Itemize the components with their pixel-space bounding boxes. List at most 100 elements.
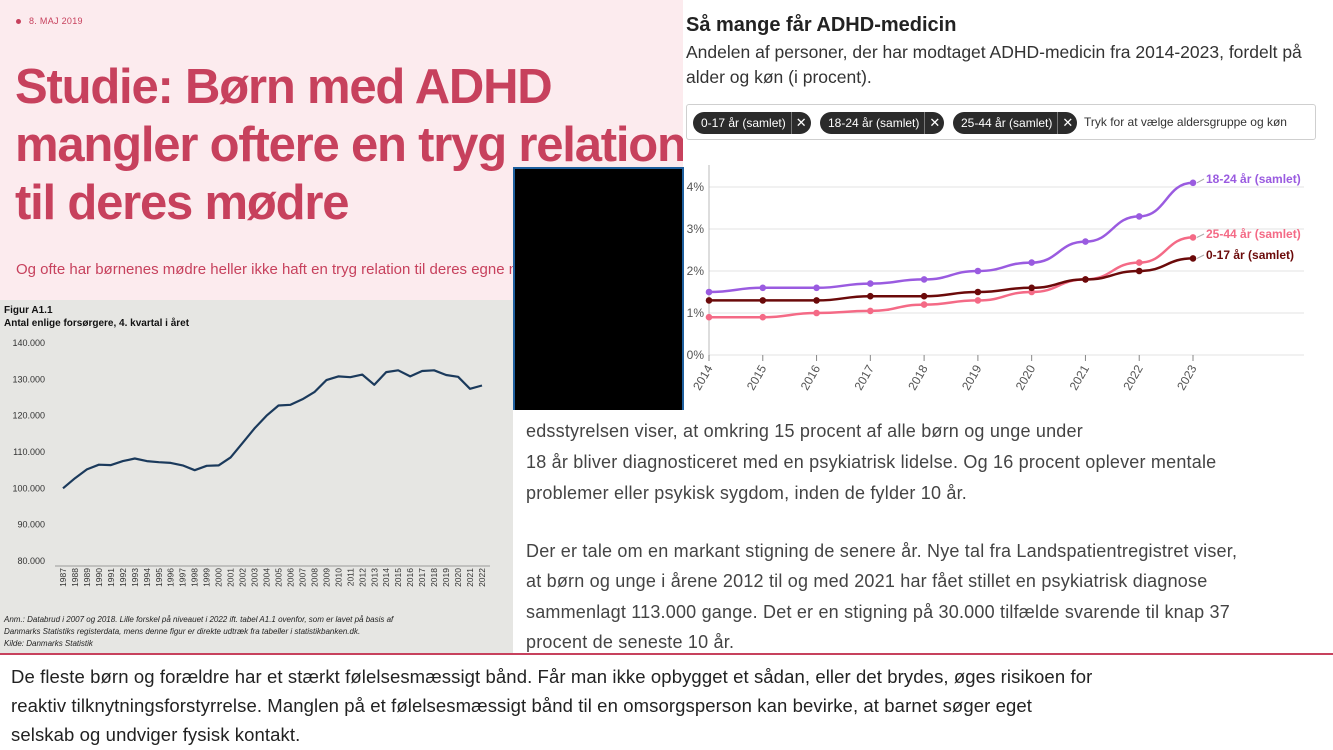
data-point — [813, 297, 820, 304]
data-point — [974, 267, 982, 275]
series-label-leader — [1196, 178, 1205, 184]
x-tick-label: 2008 — [309, 568, 319, 587]
series-end-label: 18-24 år (samlet) — [1206, 172, 1301, 186]
redacted-block — [513, 167, 684, 451]
x-tick-label: 1994 — [142, 568, 152, 587]
x-tick-label: 2021 — [1067, 362, 1093, 392]
x-tick-label: 2018 — [429, 568, 439, 587]
x-tick-label: 2019 — [441, 568, 451, 587]
data-point — [974, 297, 982, 304]
remove-filter-icon[interactable]: ✕ — [1057, 112, 1077, 134]
body-line: procent de seneste 10 år. — [526, 632, 735, 652]
x-tick-label: 1999 — [202, 568, 212, 587]
x-tick-label: 2007 — [297, 568, 307, 587]
y-tick-label: 130.000 — [12, 374, 45, 384]
x-tick-label: 2005 — [273, 568, 283, 587]
data-point — [920, 301, 928, 308]
x-tick-label: 2003 — [250, 568, 260, 587]
data-point — [705, 297, 713, 304]
filter-chip-0-17[interactable]: 0-17 år (samlet) ✕ — [693, 112, 811, 134]
figure-a11-note: Anm.: Databrud i 2007 og 2018. Lille for… — [4, 614, 509, 650]
x-tick-label: 2002 — [238, 568, 248, 587]
x-tick-label: 2006 — [285, 568, 295, 587]
body-line: problemer eller psykisk sygdom, inden de… — [526, 483, 968, 503]
y-tick-label: 80.000 — [17, 556, 45, 566]
x-tick-label: 2015 — [393, 568, 403, 587]
x-tick-label: 2019 — [959, 362, 985, 392]
x-tick-label: 1996 — [166, 568, 176, 587]
data-point — [759, 284, 767, 292]
y-tick-label: 3% — [687, 222, 705, 236]
y-tick-label: 100.000 — [12, 483, 45, 493]
x-tick-label: 2020 — [1013, 362, 1039, 392]
x-tick-label: 1990 — [94, 568, 104, 587]
series-end-label: 25-44 år (samlet) — [1206, 227, 1301, 241]
x-tick-label: 1988 — [70, 568, 80, 587]
data-point — [867, 280, 874, 287]
data-point — [1028, 284, 1035, 292]
x-tick-label: 1998 — [190, 568, 200, 587]
x-tick-label: 2021 — [465, 568, 475, 587]
x-tick-label: 2016 — [798, 362, 824, 392]
x-tick-label: 2014 — [690, 362, 716, 392]
adhd-chart-title: Så mange får ADHD-medicin — [686, 14, 957, 36]
x-tick-label: 2022 — [477, 568, 487, 587]
x-tick-label: 2017 — [851, 362, 877, 392]
y-tick-label: 2% — [687, 264, 705, 278]
body-line: Der er tale om en markant stigning de se… — [526, 541, 1238, 561]
data-point — [1189, 255, 1197, 262]
figure-a11-chart: 80.000 90.000 100.000 110.000 120.000 130.000… — [12, 338, 490, 587]
data-point — [1135, 213, 1143, 220]
filter-hint[interactable]: Tryk for at vælge aldersgruppe og køn — [1084, 115, 1287, 129]
x-tick-label: 2016 — [405, 568, 415, 587]
x-tick-label: 2013 — [369, 568, 379, 587]
data-point — [1135, 259, 1143, 266]
article-panel: 8. MAJ 2019 Studie: Børn med ADHD mangle… — [0, 0, 683, 300]
x-tick-label: 2004 — [262, 568, 272, 587]
series-line-enlige-forsorgere — [62, 369, 483, 490]
date-dot-icon — [16, 19, 21, 25]
series-end-label: 0-17 år (samlet) — [1206, 248, 1294, 262]
adhd-line-chart: 0% 1% 2% 3% 4% 2014 2015 2016 2017 2018 2019 2020 20… — [687, 165, 1304, 393]
series-line-0 — [708, 181, 1194, 294]
series-line-2 — [709, 257, 1194, 302]
y-tick-label: 140.000 — [12, 338, 45, 348]
article-date-text: 8. MAJ 2019 — [29, 16, 83, 26]
data-point — [1082, 238, 1089, 245]
article-lede: Og ofte har børnenes mødre heller ikke h… — [16, 261, 557, 278]
bottom-line: De fleste børn og forældre har et stærkt… — [11, 666, 1093, 687]
data-point — [920, 276, 928, 283]
x-tick-label: 2000 — [214, 568, 224, 587]
data-point — [1189, 234, 1197, 241]
figure-a11-subtitle: Antal enlige forsørgere, 4. kvartal i år… — [4, 318, 190, 329]
x-tick-label: 1997 — [178, 568, 188, 587]
data-point — [759, 297, 767, 304]
filter-chip-25-44[interactable]: 25-44 år (samlet) ✕ — [953, 112, 1078, 134]
x-tick-label: 2023 — [1174, 362, 1200, 392]
x-tick-label: 1987 — [58, 568, 68, 587]
x-tick-label: 2001 — [226, 568, 236, 587]
data-point — [1135, 267, 1143, 275]
y-tick-label: 120.000 — [12, 411, 45, 421]
body-line: 18 år bliver diagnosticeret med en psyki… — [526, 452, 1217, 472]
figure-a11-note-line2: Danmarks Statistiks registerdata, mens d… — [4, 627, 361, 636]
data-point — [759, 313, 767, 321]
adhd-chart-subtitle: Andelen af personer, der har modtaget AD… — [686, 42, 1302, 87]
data-point — [1082, 276, 1089, 283]
age-filter-bar[interactable]: 0-17 år (samlet) ✕ 18-24 år (samlet) ✕ 25-… — [686, 104, 1316, 140]
body-text-panel: edsstyrelsen viser, at omkring 15 procen… — [513, 410, 1333, 655]
data-point — [974, 288, 982, 296]
filter-chip-18-24[interactable]: 18-24 år (samlet) ✕ — [820, 112, 945, 134]
body-line: edsstyrelsen viser, at omkring 15 procen… — [526, 421, 1083, 441]
bottom-paragraph: De fleste børn og forældre har et stærkt… — [11, 662, 1329, 749]
x-tick-label: 2015 — [744, 362, 770, 392]
remove-filter-icon[interactable]: ✕ — [924, 112, 944, 134]
data-point — [705, 288, 713, 296]
data-point — [1189, 179, 1197, 187]
x-tick-label: 2012 — [357, 568, 367, 587]
x-tick-label: 2018 — [905, 362, 931, 392]
figure-a11-title-block: Figur A1.1 Antal enlige forsørgere, 4. k… — [4, 304, 189, 330]
remove-filter-icon[interactable]: ✕ — [790, 112, 811, 134]
data-point — [867, 292, 874, 300]
